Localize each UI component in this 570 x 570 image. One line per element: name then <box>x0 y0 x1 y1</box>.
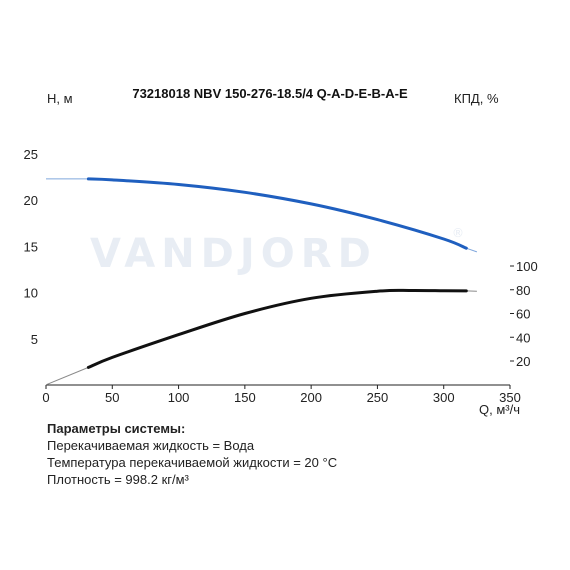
pump-curve-chart: VANDJORD ® 73218018 NBV 150-276-18.5/4 Q… <box>24 86 538 417</box>
x-tick-label: 350 <box>499 390 521 405</box>
param-liquid: Перекачиваемая жидкость = Вода <box>47 438 255 453</box>
y-left-tick-label: 20 <box>24 193 38 208</box>
y-right-tick-label: 60 <box>516 307 530 322</box>
y-left-tick-label: 5 <box>31 332 38 347</box>
x-tick-label: 200 <box>300 390 322 405</box>
y-left-tick-label: 15 <box>24 239 38 254</box>
x-axis-label: Q, м³/ч <box>479 402 520 417</box>
watermark-registered-mark: ® <box>452 226 464 240</box>
series-1-extension-start <box>45 366 89 386</box>
system-parameters-title: Параметры системы: <box>47 421 186 436</box>
y-right-tick-label: 40 <box>516 330 530 345</box>
efficiency-curve <box>86 288 468 369</box>
x-tick-label: 0 <box>42 390 49 405</box>
chart-title: 73218018 NBV 150-276-18.5/4 Q-A-D-E-B-A-… <box>132 86 408 101</box>
x-tick-label: 50 <box>105 390 119 405</box>
y-axis-right-label: КПД, % <box>454 91 499 106</box>
x-axis-ticks: 0 50 100 150 200 250 300 350 <box>42 385 521 405</box>
head-curve <box>86 177 468 250</box>
x-tick-label: 300 <box>433 390 455 405</box>
y-axis-left-label: H, м <box>47 91 73 106</box>
y-axis-left-ticks: 5 10 15 20 25 <box>24 147 38 347</box>
y-left-tick-label: 25 <box>24 147 38 162</box>
series-layer <box>45 177 478 386</box>
param-temperature: Температура перекачиваемой жидкости = 20… <box>47 455 338 470</box>
system-parameters: Параметры системы: Перекачиваемая жидкос… <box>47 420 337 488</box>
watermark-logo: VANDJORD <box>90 231 377 277</box>
param-density: Плотность = 998.2 кг/м³ <box>47 472 189 487</box>
y-right-tick-label: 100 <box>516 259 538 274</box>
x-tick-label: 100 <box>168 390 190 405</box>
x-tick-label: 250 <box>367 390 389 405</box>
y-axis-right-ticks: 20 40 60 80 100 <box>510 259 538 369</box>
y-right-tick-label: 80 <box>516 283 530 298</box>
x-tick-label: 150 <box>234 390 256 405</box>
series-0-extension-end <box>466 247 478 253</box>
y-left-tick-label: 10 <box>24 286 38 301</box>
y-right-tick-label: 20 <box>516 354 530 369</box>
